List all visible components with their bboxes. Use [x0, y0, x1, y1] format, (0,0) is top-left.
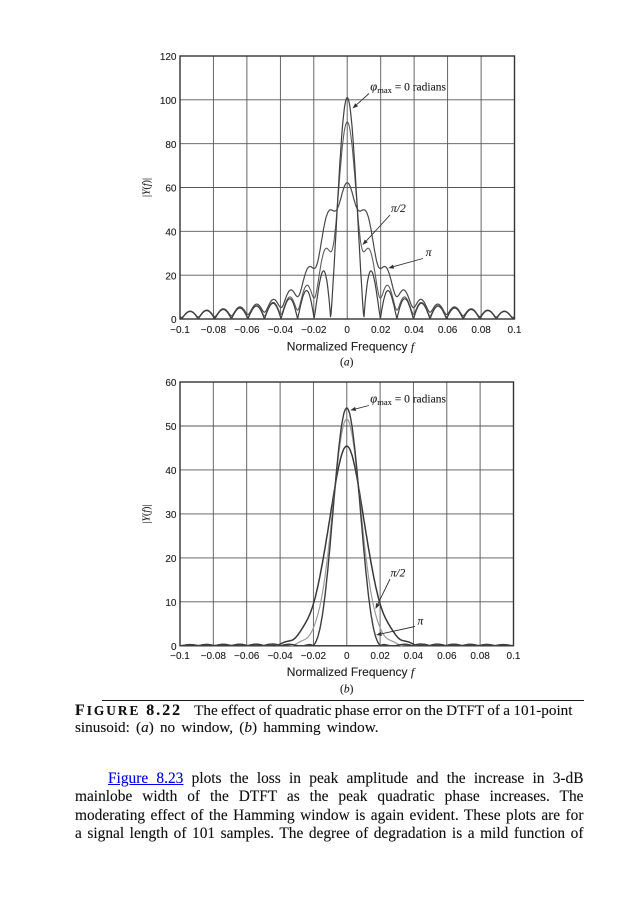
svg-text:−0.08: −0.08 [201, 651, 227, 662]
svg-text:Normalized Frequency f: Normalized Frequency f [287, 665, 416, 679]
svg-text:0.08: 0.08 [470, 651, 490, 662]
svg-text:−0.02: −0.02 [301, 651, 327, 662]
svg-text:10: 10 [165, 598, 177, 609]
svg-text:60: 60 [165, 184, 177, 195]
svg-text:Normalized Frequency f: Normalized Frequency f [287, 340, 416, 354]
svg-text:π: π [426, 247, 433, 259]
svg-text:−0.1: −0.1 [170, 651, 190, 662]
svg-text:20: 20 [165, 271, 177, 282]
svg-text:30: 30 [165, 510, 177, 521]
svg-text:60: 60 [165, 378, 177, 389]
svg-text:40: 40 [165, 466, 177, 477]
svg-text:π: π [418, 616, 425, 628]
svg-text:0.1: 0.1 [507, 651, 521, 662]
svg-text:−0.04: −0.04 [267, 651, 293, 662]
svg-text:0: 0 [344, 651, 350, 662]
svg-text:0.04: 0.04 [404, 651, 424, 662]
svg-text:0.02: 0.02 [370, 651, 390, 662]
svg-text:80: 80 [165, 140, 177, 151]
svg-text:(b): (b) [340, 683, 354, 695]
svg-text:−0.02: −0.02 [301, 325, 327, 336]
svg-text:40: 40 [165, 228, 177, 239]
svg-text:0.06: 0.06 [438, 325, 458, 336]
svg-text:−0.04: −0.04 [268, 325, 294, 336]
svg-text:φmax = 0 radians: φmax = 0 radians [370, 391, 446, 407]
svg-text:(a): (a) [340, 357, 354, 369]
svg-text:−0.06: −0.06 [234, 651, 260, 662]
svg-text:0.08: 0.08 [471, 325, 491, 336]
svg-text:0.1: 0.1 [508, 325, 522, 336]
svg-text:0.02: 0.02 [371, 325, 391, 336]
svg-text:π/2: π/2 [391, 203, 406, 215]
svg-text:|Y(f)|: |Y(f)| [142, 178, 153, 197]
svg-text:100: 100 [160, 96, 177, 107]
svg-text:−0.1: −0.1 [170, 325, 190, 336]
svg-text:φmax = 0 radians: φmax = 0 radians [370, 79, 446, 95]
svg-text:0: 0 [171, 642, 177, 653]
svg-text:120: 120 [160, 52, 177, 63]
svg-text:π/2: π/2 [391, 567, 406, 579]
svg-text:0.04: 0.04 [404, 325, 424, 336]
svg-text:0: 0 [344, 325, 350, 336]
svg-text:−0.08: −0.08 [201, 325, 227, 336]
svg-text:0: 0 [171, 315, 177, 326]
svg-text:50: 50 [165, 422, 177, 433]
svg-text:−0.06: −0.06 [234, 325, 260, 336]
svg-text:|Y(f)|: |Y(f)| [142, 504, 153, 523]
svg-text:0.06: 0.06 [437, 651, 457, 662]
svg-text:20: 20 [165, 554, 177, 565]
